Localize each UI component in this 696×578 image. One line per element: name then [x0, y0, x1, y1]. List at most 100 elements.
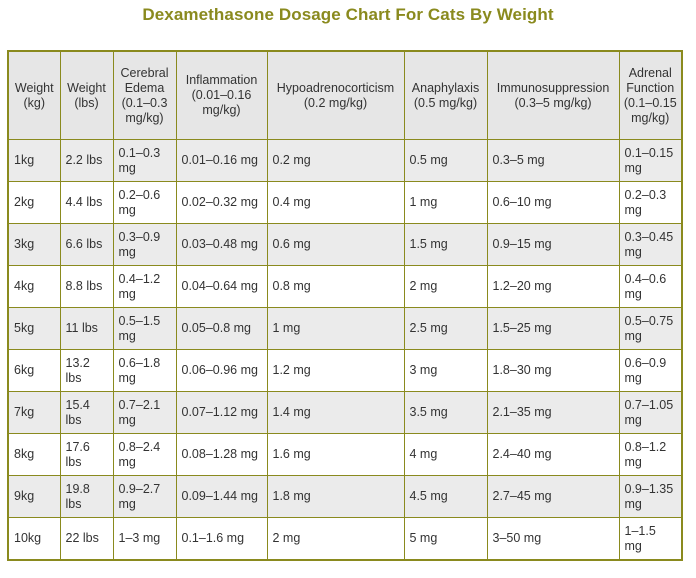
cell-weight-lbs: 15.4 lbs: [59, 391, 114, 434]
cell-cerebral-edema: 0.6–1.8 mg: [112, 349, 177, 392]
column-header-weight-kg: Weight (kg): [7, 50, 61, 140]
cell-weight-kg: 10kg: [7, 517, 61, 561]
cell-weight-lbs: 2.2 lbs: [59, 139, 114, 182]
cell-anaphylaxis: 0.5 mg: [403, 139, 488, 182]
cell-hypoadrenocorticism: 0.2 mg: [266, 139, 405, 182]
cell-weight-kg: 1kg: [7, 139, 61, 182]
cell-anaphylaxis: 3.5 mg: [403, 391, 488, 434]
cell-immunosuppression: 2.4–40 mg: [486, 433, 620, 476]
cell-adrenal-function: 0.7–1.05 mg: [618, 391, 683, 434]
cell-anaphylaxis: 3 mg: [403, 349, 488, 392]
cell-cerebral-edema: 0.9–2.7 mg: [112, 475, 177, 518]
cell-inflammation: 0.03–0.48 mg: [175, 223, 268, 266]
cell-weight-lbs: 13.2 lbs: [59, 349, 114, 392]
cell-weight-kg: 8kg: [7, 433, 61, 476]
cell-hypoadrenocorticism: 1.2 mg: [266, 349, 405, 392]
table-row: 5kg 11 lbs 0.5–1.5 mg 0.05–0.8 mg 1 mg 2.5 mg…: [7, 307, 683, 350]
cell-weight-kg: 5kg: [7, 307, 61, 350]
table-row: 2kg 4.4 lbs 0.2–0.6 mg 0.02–0.32 mg 0.4 mg 1 …: [7, 181, 683, 224]
cell-cerebral-edema: 0.5–1.5 mg: [112, 307, 177, 350]
table-header-row: Weight (kg) Weight (lbs) Cerebral Edema …: [7, 50, 683, 140]
cell-adrenal-function: 0.5–0.75 mg: [618, 307, 683, 350]
cell-immunosuppression: 3–50 mg: [486, 517, 620, 561]
cell-hypoadrenocorticism: 1.6 mg: [266, 433, 405, 476]
cell-weight-kg: 3kg: [7, 223, 61, 266]
table-row: 4kg 8.8 lbs 0.4–1.2 mg 0.04–0.64 mg 0.8 mg 2 …: [7, 265, 683, 308]
cell-hypoadrenocorticism: 0.6 mg: [266, 223, 405, 266]
cell-adrenal-function: 0.9–1.35 mg: [618, 475, 683, 518]
cell-immunosuppression: 1.8–30 mg: [486, 349, 620, 392]
cell-inflammation: 0.08–1.28 mg: [175, 433, 268, 476]
cell-immunosuppression: 1.5–25 mg: [486, 307, 620, 350]
cell-hypoadrenocorticism: 0.4 mg: [266, 181, 405, 224]
cell-immunosuppression: 0.9–15 mg: [486, 223, 620, 266]
cell-cerebral-edema: 0.2–0.6 mg: [112, 181, 177, 224]
cell-inflammation: 0.06–0.96 mg: [175, 349, 268, 392]
cell-inflammation: 0.05–0.8 mg: [175, 307, 268, 350]
cell-adrenal-function: 0.2–0.3 mg: [618, 181, 683, 224]
cell-hypoadrenocorticism: 1.4 mg: [266, 391, 405, 434]
cell-adrenal-function: 0.1–0.15 mg: [618, 139, 683, 182]
column-header-weight-lbs: Weight (lbs): [59, 50, 114, 140]
cell-hypoadrenocorticism: 1.8 mg: [266, 475, 405, 518]
cell-weight-kg: 6kg: [7, 349, 61, 392]
cell-anaphylaxis: 1 mg: [403, 181, 488, 224]
cell-weight-lbs: 17.6 lbs: [59, 433, 114, 476]
dosage-table: Weight (kg) Weight (lbs) Cerebral Edema …: [7, 50, 683, 561]
cell-weight-lbs: 4.4 lbs: [59, 181, 114, 224]
cell-immunosuppression: 2.7–45 mg: [486, 475, 620, 518]
cell-weight-lbs: 8.8 lbs: [59, 265, 114, 308]
cell-cerebral-edema: 0.1–0.3 mg: [112, 139, 177, 182]
cell-weight-lbs: 6.6 lbs: [59, 223, 114, 266]
cell-weight-lbs: 19.8 lbs: [59, 475, 114, 518]
cell-immunosuppression: 1.2–20 mg: [486, 265, 620, 308]
column-header-anaphylaxis: Anaphylaxis (0.5 mg/kg): [403, 50, 488, 140]
cell-cerebral-edema: 0.7–2.1 mg: [112, 391, 177, 434]
cell-hypoadrenocorticism: 1 mg: [266, 307, 405, 350]
column-header-cerebral-edema: Cerebral Edema (0.1–0.3 mg/kg): [112, 50, 177, 140]
cell-inflammation: 0.1–1.6 mg: [175, 517, 268, 561]
cell-hypoadrenocorticism: 0.8 mg: [266, 265, 405, 308]
cell-adrenal-function: 0.6–0.9 mg: [618, 349, 683, 392]
cell-hypoadrenocorticism: 2 mg: [266, 517, 405, 561]
column-header-inflammation: Inflammation (0.01–0.16 mg/kg): [175, 50, 268, 140]
cell-inflammation: 0.07–1.12 mg: [175, 391, 268, 434]
cell-inflammation: 0.01–0.16 mg: [175, 139, 268, 182]
cell-weight-kg: 2kg: [7, 181, 61, 224]
cell-immunosuppression: 0.3–5 mg: [486, 139, 620, 182]
table-body: 1kg 2.2 lbs 0.1–0.3 mg 0.01–0.16 mg 0.2 mg 0.…: [7, 139, 683, 561]
cell-immunosuppression: 0.6–10 mg: [486, 181, 620, 224]
cell-cerebral-edema: 0.8–2.4 mg: [112, 433, 177, 476]
table-row: 3kg 6.6 lbs 0.3–0.9 mg 0.03–0.48 mg 0.6 mg 1.…: [7, 223, 683, 266]
cell-anaphylaxis: 5 mg: [403, 517, 488, 561]
cell-adrenal-function: 0.8–1.2 mg: [618, 433, 683, 476]
cell-adrenal-function: 1–1.5 mg: [618, 517, 683, 561]
cell-cerebral-edema: 0.4–1.2 mg: [112, 265, 177, 308]
cell-immunosuppression: 2.1–35 mg: [486, 391, 620, 434]
cell-anaphylaxis: 4 mg: [403, 433, 488, 476]
cell-anaphylaxis: 2 mg: [403, 265, 488, 308]
cell-cerebral-edema: 0.3–0.9 mg: [112, 223, 177, 266]
cell-inflammation: 0.04–0.64 mg: [175, 265, 268, 308]
cell-cerebral-edema: 1–3 mg: [112, 517, 177, 561]
column-header-hypoadrenocorticism: Hypoadrenocorticism (0.2 mg/kg): [266, 50, 405, 140]
column-header-adrenal-function: Adrenal Function (0.1–0.15 mg/kg): [618, 50, 683, 140]
cell-anaphylaxis: 1.5 mg: [403, 223, 488, 266]
column-header-immunosuppression: Immunosuppression (0.3–5 mg/kg): [486, 50, 620, 140]
table-row: 10kg 22 lbs 1–3 mg 0.1–1.6 mg 2 mg 5 mg 3–50 m…: [7, 517, 683, 561]
cell-weight-kg: 7kg: [7, 391, 61, 434]
table-row: 9kg 19.8 lbs 0.9–2.7 mg 0.09–1.44 mg 1.8 mg 4…: [7, 475, 683, 518]
cell-anaphylaxis: 2.5 mg: [403, 307, 488, 350]
cell-inflammation: 0.02–0.32 mg: [175, 181, 268, 224]
table-row: 7kg 15.4 lbs 0.7–2.1 mg 0.07–1.12 mg 1.4 mg 3…: [7, 391, 683, 434]
cell-weight-lbs: 22 lbs: [59, 517, 114, 561]
cell-weight-lbs: 11 lbs: [59, 307, 114, 350]
cell-anaphylaxis: 4.5 mg: [403, 475, 488, 518]
cell-weight-kg: 9kg: [7, 475, 61, 518]
cell-adrenal-function: 0.4–0.6 mg: [618, 265, 683, 308]
cell-inflammation: 0.09–1.44 mg: [175, 475, 268, 518]
cell-weight-kg: 4kg: [7, 265, 61, 308]
table-row: 1kg 2.2 lbs 0.1–0.3 mg 0.01–0.16 mg 0.2 mg 0.…: [7, 139, 683, 182]
cell-adrenal-function: 0.3–0.45 mg: [618, 223, 683, 266]
page-title: Dexamethasone Dosage Chart For Cats By W…: [142, 5, 554, 24]
